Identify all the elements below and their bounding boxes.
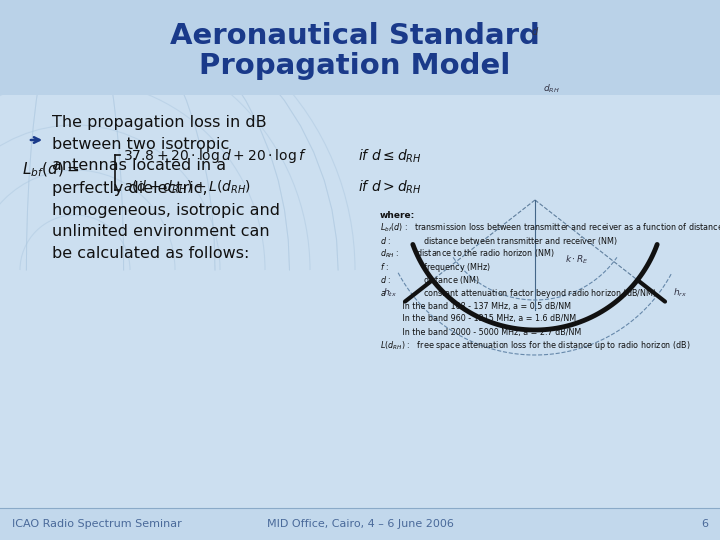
Text: $a(d - d_{RH}) + L(d_{RH})$: $a(d - d_{RH}) + L(d_{RH})$ <box>123 178 251 195</box>
Text: $L_{bf}(d) =$: $L_{bf}(d) =$ <box>22 161 79 179</box>
Text: In the band 108 - 137 MHz, a = 0.5 dB/NM: In the band 108 - 137 MHz, a = 0.5 dB/NM <box>380 301 571 310</box>
Text: $d$ :             distance between transmitter and receiver (NM): $d$ : distance between transmitter and r… <box>380 235 618 247</box>
Text: $L(d_{RH})$ :   free space attenuation loss for the distance up to radio horizon: $L(d_{RH})$ : free space attenuation los… <box>380 339 690 352</box>
Text: antennas located in a: antennas located in a <box>52 159 226 173</box>
Text: $L_{bf}(d)$ :   transmission loss between transmitter and receiver as a function: $L_{bf}(d)$ : transmission loss between … <box>380 222 720 234</box>
Text: where:: where: <box>380 211 415 219</box>
Text: 6: 6 <box>701 519 708 529</box>
Text: Aeronautical Standard: Aeronautical Standard <box>170 22 540 50</box>
Text: $a$ :             constant attenuation factor beyond radio horizon (dB/NM): $a$ : constant attenuation factor beyond… <box>380 287 657 300</box>
Text: Propagation Model: Propagation Model <box>199 52 510 80</box>
Text: perfectly dielectric,: perfectly dielectric, <box>52 180 207 195</box>
Bar <box>0 508 720 540</box>
Text: between two isotropic: between two isotropic <box>52 137 229 152</box>
Text: $f$ :              frequency (MHz): $f$ : frequency (MHz) <box>380 260 491 273</box>
Text: $if\ d > d_{RH}$: $if\ d > d_{RH}$ <box>358 178 422 195</box>
Text: In the band 2000 - 5000 MHz, a = 2.7 dB/NM: In the band 2000 - 5000 MHz, a = 2.7 dB/… <box>380 327 581 336</box>
Text: The propagation loss in dB: The propagation loss in dB <box>52 114 266 130</box>
Text: $h_{tx}$: $h_{tx}$ <box>383 286 397 299</box>
Text: unlimited environment can: unlimited environment can <box>52 225 269 240</box>
Bar <box>0 0 720 95</box>
Text: homogeneous, isotropic and: homogeneous, isotropic and <box>52 202 280 218</box>
Text: $d$: $d$ <box>531 25 539 37</box>
Text: In the band 960 - 1215 MHz, a = 1.6 dB/NM: In the band 960 - 1215 MHz, a = 1.6 dB/N… <box>380 314 576 323</box>
Text: $k \cdot R_E$: $k \cdot R_E$ <box>565 254 589 266</box>
Text: $d_{RH}$ :       distance to the radio horizon (NM): $d_{RH}$ : distance to the radio horizon… <box>380 248 554 260</box>
Text: ICAO Radio Spectrum Seminar: ICAO Radio Spectrum Seminar <box>12 519 181 529</box>
Text: $if\ d \leq d_{RH}$: $if\ d \leq d_{RH}$ <box>358 147 422 165</box>
Text: $37.8 + 20 \cdot \log d + 20 \cdot \log f$: $37.8 + 20 \cdot \log d + 20 \cdot \log … <box>123 147 307 165</box>
Text: be calculated as follows:: be calculated as follows: <box>52 246 249 261</box>
Text: $h_{rx}$: $h_{rx}$ <box>673 286 687 299</box>
Text: $d$ :             distance (NM): $d$ : distance (NM) <box>380 274 480 286</box>
Text: MID Office, Cairo, 4 – 6 June 2006: MID Office, Cairo, 4 – 6 June 2006 <box>266 519 454 529</box>
Text: $d_{RH}$: $d_{RH}$ <box>543 83 559 95</box>
